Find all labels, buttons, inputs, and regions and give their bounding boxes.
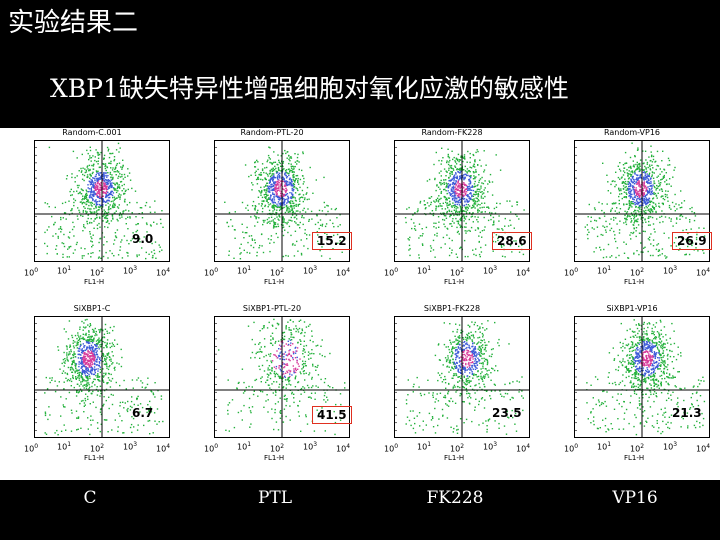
x-axis-label: FL1-H xyxy=(624,278,645,286)
x-tick-label: 101 xyxy=(237,441,252,452)
x-tick-label: 103 xyxy=(123,441,138,452)
x-tick-label: 100 xyxy=(384,267,399,278)
event-points xyxy=(584,142,706,259)
event-points xyxy=(218,318,346,436)
scatter-plot xyxy=(214,140,350,262)
dot-plot-panel: SiXBP1-PTL-20 41.5 100 101 102 103 104 FL1-H xyxy=(186,304,358,474)
x-tick-label: 101 xyxy=(237,265,252,276)
dot-plot-panel: Random-PTL-20 15.2 100 101 102 103 104 FL1-H xyxy=(186,128,358,298)
quadrant-percentage: 41.5 xyxy=(312,406,352,424)
panel-title: SiXBP1-C xyxy=(73,304,111,313)
x-tick-label: 104 xyxy=(156,267,171,278)
condition-label: VP16 xyxy=(612,488,658,508)
x-tick-label: 103 xyxy=(663,265,678,276)
scatter-plot xyxy=(394,316,530,438)
x-tick-label: 103 xyxy=(303,265,318,276)
dot-plot-panel: Random-VP16 26.9 100 101 102 103 104 FL1-H xyxy=(546,128,718,298)
x-tick-label: 104 xyxy=(516,443,531,454)
scatter-plot xyxy=(574,140,710,262)
x-tick-label: 102 xyxy=(630,443,645,454)
event-points xyxy=(405,320,524,435)
x-tick-label: 104 xyxy=(516,267,531,278)
slide-title: 实验结果二 xyxy=(8,8,139,38)
flow-cytometry-figure: Random-C.001 9.0 100 101 102 103 104 FL1-H Rando… xyxy=(0,128,720,480)
panel-title: SiXBP1-VP16 xyxy=(606,304,658,313)
x-axis-label: FL1-H xyxy=(84,278,105,286)
x-tick-label: 101 xyxy=(597,441,612,452)
x-tick-label: 101 xyxy=(57,441,72,452)
dot-plot-panel: Random-FK228 28.6 100 101 102 103 104 FL1-H xyxy=(366,128,538,298)
quadrant-percentage: 23.5 xyxy=(492,406,522,420)
x-tick-label: 102 xyxy=(270,267,285,278)
scatter-plot xyxy=(34,316,170,438)
dot-plot-panel: SiXBP1-VP16 21.3 100 101 102 103 104 FL1-H xyxy=(546,304,718,474)
quadrant-percentage: 9.0 xyxy=(132,232,154,246)
scatter-plot xyxy=(34,140,170,262)
x-tick-label: 102 xyxy=(450,267,465,278)
x-axis-label: FL1-H xyxy=(624,454,645,462)
condition-label: FK228 xyxy=(426,488,484,508)
panel-title: Random-C.001 xyxy=(62,128,122,137)
x-tick-label: 102 xyxy=(270,443,285,454)
x-tick-label: 104 xyxy=(696,267,711,278)
x-tick-label: 100 xyxy=(24,443,39,454)
dot-plot-panel: SiXBP1-C 6.7 100 101 102 103 104 FL1-H xyxy=(6,304,178,474)
x-tick-label: 104 xyxy=(696,443,711,454)
x-tick-label: 103 xyxy=(483,441,498,452)
x-tick-label: 104 xyxy=(336,267,351,278)
x-tick-label: 102 xyxy=(90,443,105,454)
x-axis-label: FL1-H xyxy=(264,278,285,286)
x-tick-label: 102 xyxy=(450,443,465,454)
condition-label: C xyxy=(83,488,97,508)
x-axis-label: FL1-H xyxy=(444,454,465,462)
x-tick-label: 100 xyxy=(204,443,219,454)
panel-title: SiXBP1-PTL-20 xyxy=(242,304,302,313)
quadrant-percentage: 28.6 xyxy=(492,232,532,250)
event-points xyxy=(44,142,164,260)
panel-title: Random-VP16 xyxy=(603,128,660,137)
x-tick-label: 103 xyxy=(663,441,678,452)
x-tick-label: 101 xyxy=(417,441,432,452)
slide-subtitle: XBP1缺失特异性增强细胞对氧化应激的敏感性 xyxy=(50,74,569,103)
quadrant-percentage: 15.2 xyxy=(312,232,352,250)
scatter-plot xyxy=(394,140,530,262)
x-axis-label: FL1-H xyxy=(444,278,465,286)
dot-plot-panel: SiXBP1-FK228 23.5 100 101 102 103 104 FL1-H xyxy=(366,304,538,474)
quadrant-percentage: 26.9 xyxy=(672,232,712,250)
x-tick-label: 100 xyxy=(204,267,219,278)
x-tick-label: 100 xyxy=(384,443,399,454)
x-tick-label: 102 xyxy=(630,267,645,278)
event-points xyxy=(44,318,164,436)
x-tick-label: 101 xyxy=(57,265,72,276)
x-tick-label: 103 xyxy=(303,441,318,452)
x-axis-label: FL1-H xyxy=(84,454,105,462)
condition-label: PTL xyxy=(257,488,293,508)
scatter-plot xyxy=(214,316,350,438)
x-tick-label: 101 xyxy=(417,265,432,276)
x-tick-label: 102 xyxy=(90,267,105,278)
x-tick-label: 104 xyxy=(156,443,171,454)
x-tick-label: 101 xyxy=(597,265,612,276)
quadrant-percentage: 6.7 xyxy=(132,406,154,420)
x-tick-label: 104 xyxy=(336,443,351,454)
x-tick-label: 100 xyxy=(564,267,579,278)
x-tick-label: 103 xyxy=(483,265,498,276)
dot-plot-panel: Random-C.001 9.0 100 101 102 103 104 FL1-H xyxy=(6,128,178,298)
panel-title: Random-PTL-20 xyxy=(240,128,304,137)
x-tick-label: 103 xyxy=(123,265,138,276)
panel-title: SiXBP1-FK228 xyxy=(423,304,481,313)
x-tick-label: 100 xyxy=(24,267,39,278)
event-points xyxy=(224,146,343,260)
quadrant-percentage: 21.3 xyxy=(672,406,702,420)
x-tick-label: 100 xyxy=(564,443,579,454)
panel-title: Random-FK228 xyxy=(421,128,483,137)
x-axis-label: FL1-H xyxy=(264,454,285,462)
scatter-plot xyxy=(574,316,710,438)
